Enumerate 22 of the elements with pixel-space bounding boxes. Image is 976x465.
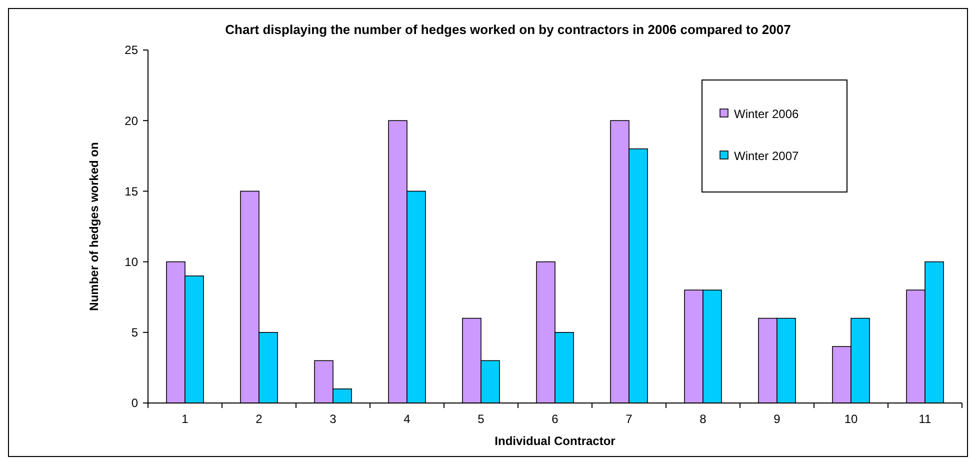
- x-tick-label: 8: [700, 412, 707, 426]
- x-tick-label: 3: [330, 412, 337, 426]
- x-tick-label: 6: [552, 412, 559, 426]
- x-tick-label: 5: [478, 412, 485, 426]
- legend-label: Winter 2007: [734, 149, 800, 164]
- x-tick-label: 4: [404, 412, 411, 426]
- x-tick-label: 11: [918, 412, 932, 426]
- x-tick-label: 10: [844, 412, 858, 426]
- y-tick-label: 10: [124, 255, 138, 269]
- y-tick-label: 25: [124, 43, 138, 58]
- y-tick-label: 20: [124, 114, 138, 128]
- x-tick-label: 9: [774, 412, 781, 426]
- x-tick-label: 2: [256, 412, 263, 426]
- chart-title: Chart displaying the number of hedges worked on by contractors in 2006 compared to 2007: [225, 22, 791, 37]
- x-axis-title: Individual Contractor: [494, 434, 616, 448]
- y-axis-title: Number of hedges worked on: [87, 142, 101, 311]
- y-tick-label: 5: [131, 326, 138, 340]
- x-tick-label: 1: [182, 412, 189, 426]
- y-tick-label: 15: [124, 184, 138, 198]
- legend-label: Winter 2006: [734, 107, 800, 122]
- y-tick-label: 0: [131, 396, 138, 410]
- x-tick-label: 7: [626, 412, 633, 426]
